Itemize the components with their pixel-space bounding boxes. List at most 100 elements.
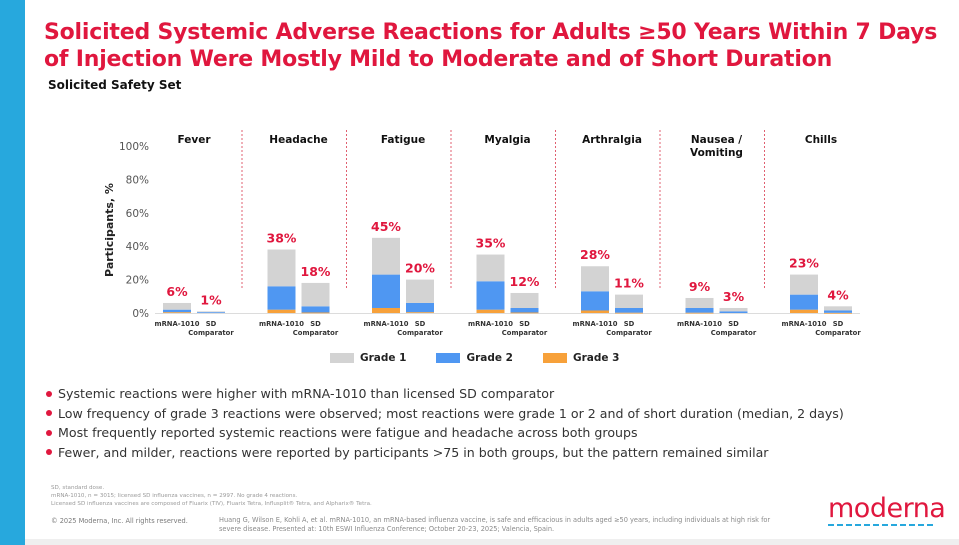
category-label: Fatigue <box>381 134 425 146</box>
bar-segment-grade3 <box>406 312 434 313</box>
bar-group-label: Comparator <box>502 329 548 337</box>
bullet-dot-icon <box>46 449 52 456</box>
bar-segment-grade2 <box>197 312 225 313</box>
bar-group-label: SD <box>624 320 635 328</box>
slide-title: Solicited Systemic Adverse Reactions for… <box>44 20 938 72</box>
bar-total-label: 23% <box>789 256 819 271</box>
bar-segment-grade1 <box>372 237 400 275</box>
category-label: Headache <box>269 134 327 146</box>
legend-item-grade1: Grade 1 <box>330 352 406 364</box>
side-accent-bar <box>0 0 25 545</box>
bullet-text: Fewer, and milder, reactions were report… <box>58 444 769 460</box>
bar-group-label: mRNA-1010 <box>363 320 408 328</box>
bullet-dot-icon <box>46 429 52 436</box>
category-label: Nausea / <box>691 134 742 146</box>
bar-segment-grade2 <box>406 302 434 313</box>
bullet-item: Systemic reactions were higher with mRNA… <box>46 384 844 404</box>
legend-item-grade2: Grade 2 <box>436 352 513 364</box>
bullet-dot-icon <box>46 390 52 397</box>
bar-segment-grade1 <box>197 311 225 313</box>
bar-segment-grade2 <box>476 281 505 310</box>
bullet-text: Low frequency of grade 3 reactions were … <box>58 405 844 421</box>
bar-total-label: 35% <box>476 236 506 251</box>
bar-total-label: 20% <box>405 261 435 276</box>
bar-group-label: mRNA-1010 <box>572 320 617 328</box>
bar-total-label: 45% <box>371 219 401 234</box>
bar-group-label: mRNA-1010 <box>259 320 304 328</box>
bar-segment-grade2 <box>267 286 296 310</box>
category-label: Fever <box>177 134 211 146</box>
slide-subtitle: Solicited Safety Set <box>48 78 182 92</box>
bar-segment-grade1 <box>719 307 748 312</box>
y-tick-label: 100% <box>119 141 149 153</box>
bar-group-label: SD <box>310 320 321 328</box>
bar-total-label: 28% <box>580 247 610 262</box>
bar-group-label: SD <box>206 320 217 328</box>
bar-segment-grade3 <box>301 312 330 314</box>
bullet-dot-icon <box>46 410 52 417</box>
stacked-bar-chart: Participants, % 0% 20% 40% 60% 80% 100% Fever 6%… <box>103 130 861 337</box>
y-axis-title: Participants, % <box>103 183 116 277</box>
bar-total-label: 3% <box>723 289 745 304</box>
bar-group-label: SD <box>415 320 426 328</box>
bar-group-label: SD <box>728 320 739 328</box>
bar-total-label: 1% <box>200 292 222 307</box>
legend-label-grade3: Grade 3 <box>572 352 620 364</box>
bar-segment-grade2 <box>163 309 191 313</box>
bar-segment-grade3 <box>581 310 609 313</box>
bar-segment-grade3 <box>163 312 191 313</box>
bar-segment-grade2 <box>685 307 714 313</box>
footnote-line: mRNA-1010, n = 3015; licensed SD influen… <box>51 493 298 500</box>
chart-legend: Grade 1 Grade 2 Grade 3 <box>330 352 619 364</box>
bar-segment-grade2 <box>581 291 609 311</box>
category-label: Chills <box>805 134 837 146</box>
bar-group-label: Comparator <box>815 329 861 337</box>
bar-segment-grade1 <box>824 306 852 311</box>
bar-segment-grade1 <box>615 294 643 308</box>
bar-segment-grade3 <box>267 309 296 313</box>
logo-text: moderna <box>828 493 946 524</box>
bullet-text: Systemic reactions were higher with mRNA… <box>58 386 555 401</box>
bullet-text: Most frequently reported systemic reacti… <box>58 425 638 440</box>
category-label: Vomiting <box>690 147 743 159</box>
bar-segment-grade1 <box>476 254 505 282</box>
legend-swatch-grade3 <box>542 353 567 363</box>
bar-group-label: mRNA-1010 <box>677 320 722 328</box>
legend-swatch-grade2 <box>436 353 461 363</box>
y-tick-label: 20% <box>126 275 149 287</box>
bullet-item: Fewer, and milder, reactions were report… <box>46 443 844 463</box>
bar-group-label: Comparator <box>397 329 443 337</box>
bar-total-label: 4% <box>827 287 849 302</box>
bar-segment-grade2 <box>510 307 539 313</box>
y-tick-label: 60% <box>126 208 149 220</box>
bar-segment-grade2 <box>615 307 643 313</box>
bar-group-label: mRNA-1010 <box>154 320 199 328</box>
bar-group-label: Comparator <box>606 329 652 337</box>
bar-segment-grade2 <box>719 311 748 313</box>
bar-segment-grade1 <box>301 282 330 307</box>
bar-group-label: mRNA-1010 <box>468 320 513 328</box>
y-tick-label: 80% <box>126 174 149 186</box>
bar-segment-grade2 <box>790 294 818 310</box>
bar-total-label: 11% <box>614 276 644 291</box>
bar-group-label: Comparator <box>711 329 757 337</box>
bar-total-label: 6% <box>166 284 188 299</box>
bar-segment-grade1 <box>406 279 434 303</box>
y-tick-label: 40% <box>126 241 149 253</box>
bar-segment-grade3 <box>372 307 400 313</box>
bar-group-label: mRNA-1010 <box>781 320 826 328</box>
legend-label-grade2: Grade 2 <box>466 352 513 364</box>
bar-total-label: 38% <box>267 231 297 246</box>
citation: Huang G, Wilson E, Kohli A, et al. mRNA-… <box>219 516 771 533</box>
bar-segment-grade1 <box>267 249 296 287</box>
bullet-list: Systemic reactions were higher with mRNA… <box>46 384 844 462</box>
moderna-logo: moderna <box>828 493 946 526</box>
bar-total-label: 12% <box>510 274 540 289</box>
bar-segment-grade2 <box>301 306 330 313</box>
bar-segment-grade3 <box>615 312 643 314</box>
bar-group-label: Comparator <box>293 329 339 337</box>
bar-segment-grade1 <box>510 292 539 308</box>
bar-segment-grade2 <box>824 310 852 313</box>
copyright: © 2025 Moderna, Inc. All rights reserved… <box>51 517 188 525</box>
bar-segment-grade1 <box>163 302 191 310</box>
